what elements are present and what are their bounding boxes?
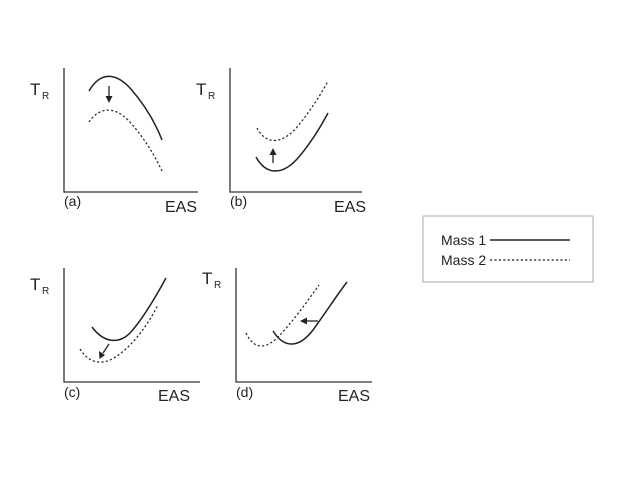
panel-d-axes (235, 268, 372, 383)
panel-c-x-label: EAS (158, 388, 190, 405)
panel-d-tag: (d) (236, 384, 253, 400)
panel-a-y-subscript: R (42, 91, 49, 102)
panel-b-mass2-curve (256, 80, 329, 142)
panel-c-mass1-curve (91, 277, 167, 342)
panel-a-tag: (a) (64, 193, 81, 209)
panel-b: T R EAS (b) (196, 68, 366, 216)
panel-a-shift-arrow (105, 86, 113, 103)
panel-a-y-label: T (30, 80, 40, 99)
panel-a-x-label: EAS (165, 199, 197, 216)
panel-a: T R EAS (a) (30, 68, 198, 216)
panel-b-mass1-curve (255, 112, 329, 172)
panel-c-shift-arrow (99, 343, 110, 359)
panel-c-tag: (c) (64, 384, 80, 400)
panel-d-mass1-curve (272, 281, 348, 345)
panel-a-mass1-curve (88, 75, 163, 141)
panel-d: T R EAS (d) (202, 268, 372, 405)
legend: Mass 1 Mass 2 (422, 215, 594, 283)
panel-c-y-subscript: R (42, 286, 49, 297)
legend-label-mass2: Mass 2 (441, 252, 486, 268)
panel-a-mass2-curve (88, 109, 163, 172)
panel-d-x-label: EAS (338, 388, 370, 405)
legend-box (422, 215, 594, 283)
panel-b-tag: (b) (230, 193, 247, 209)
panel-b-shift-arrow (269, 148, 277, 163)
panel-c-mass2-curve (79, 304, 159, 363)
panel-c: T R EAS (c) (30, 268, 200, 405)
panel-d-shift-arrow (300, 317, 318, 325)
panel-b-x-label: EAS (334, 199, 366, 216)
panel-b-y-label: T (196, 80, 206, 99)
legend-label-mass1: Mass 1 (441, 232, 486, 248)
panel-d-y-subscript: R (214, 280, 221, 291)
panel-b-axes (229, 68, 362, 193)
panel-d-mass2-curve (245, 284, 320, 347)
panel-c-y-label: T (30, 275, 40, 294)
panel-b-y-subscript: R (208, 91, 215, 102)
panel-c-axes (63, 268, 200, 383)
panel-d-y-label: T (202, 269, 212, 288)
panel-a-axes (63, 68, 198, 193)
